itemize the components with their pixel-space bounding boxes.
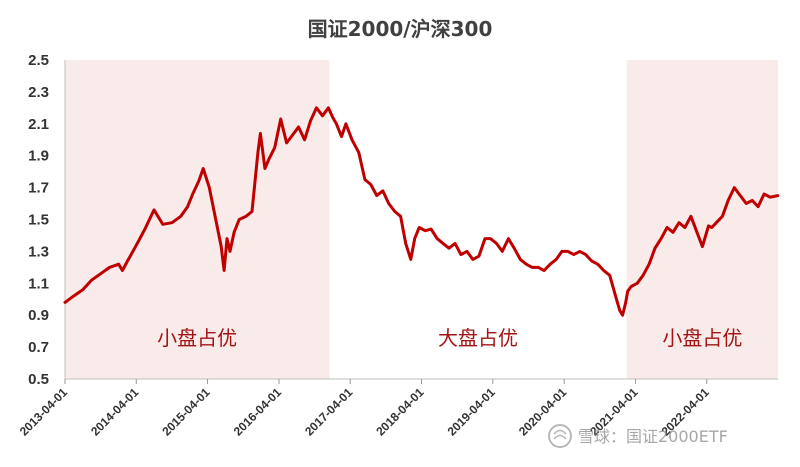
x-tick-label: 2013-04-01 — [17, 385, 71, 439]
shaded-region — [626, 60, 778, 379]
x-tick-label: 2015-04-01 — [159, 385, 213, 439]
y-tick-label: 1.3 — [28, 243, 49, 260]
series-line — [63, 106, 780, 317]
region-labels: 小盘占优 大盘占优 小盘占优 — [157, 326, 742, 350]
y-axis: 0.5 0.7 0.9 1.1 1.3 1.5 1.7 1.9 2.1 2.3 2.5 — [28, 52, 66, 388]
y-tick-label: 1.5 — [28, 212, 49, 229]
watermark: 雪球：国证2000ETF — [548, 424, 728, 448]
x-tick-label: 2017-04-01 — [302, 385, 356, 439]
y-tick-label: 0.9 — [28, 307, 49, 324]
y-tick-label: 2.1 — [28, 116, 49, 133]
chart-title: 国证2000/沪深300 — [308, 17, 493, 41]
y-tick-label: 1.7 — [28, 180, 49, 197]
y-tick-label: 1.9 — [28, 148, 49, 165]
y-tick-label: 2.3 — [28, 84, 49, 101]
shaded-region — [65, 60, 330, 379]
y-tick-label: 0.7 — [28, 339, 49, 356]
y-tick-label: 2.5 — [28, 52, 49, 69]
shaded-regions — [65, 60, 778, 379]
y-tick-label: 0.5 — [28, 371, 49, 388]
x-tick-label: 2014-04-01 — [88, 385, 142, 439]
watermark-text: 雪球：国证2000ETF — [578, 427, 728, 446]
series-layer — [63, 106, 780, 317]
region-label: 小盘占优 — [157, 326, 237, 350]
y-tick-label: 1.1 — [28, 275, 49, 292]
x-tick-label: 2016-04-01 — [231, 385, 285, 439]
region-label: 大盘占优 — [438, 326, 518, 350]
x-tick-label: 2019-04-01 — [445, 385, 499, 439]
snowball-logo-icon — [548, 424, 572, 448]
x-tick-label: 2018-04-01 — [373, 385, 427, 439]
region-label: 小盘占优 — [662, 326, 742, 350]
